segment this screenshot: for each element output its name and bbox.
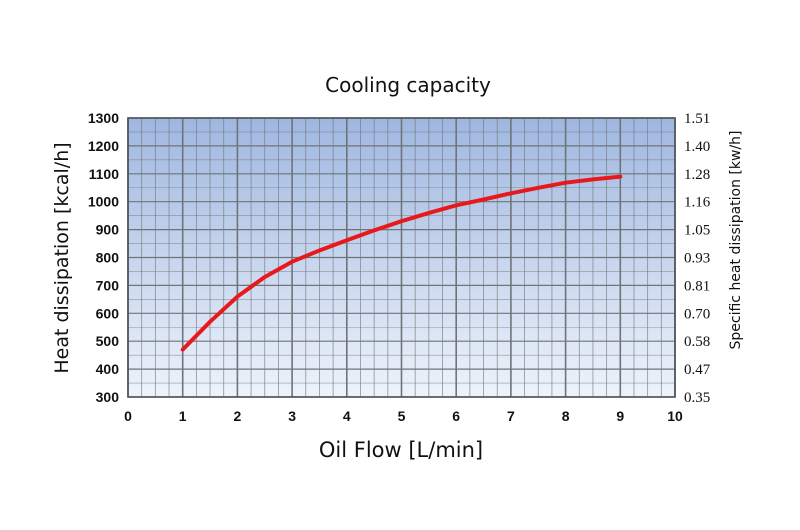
y-tick-label: 1300: [88, 110, 119, 126]
x-tick-label: 1: [179, 408, 187, 424]
x-tick-label: 9: [616, 408, 624, 424]
y-tick-label: 1100: [89, 166, 120, 182]
series-line: [180, 174, 623, 352]
y2-tick-label: 1.40: [684, 139, 710, 155]
y2-tick-label: 1.51: [684, 111, 710, 127]
y-tick-label: 400: [96, 361, 120, 377]
y-tick-label: 1000: [88, 194, 119, 210]
y2-tick-label: 1.16: [684, 195, 711, 211]
y2-tick-label: 1.28: [684, 167, 710, 183]
y-tick-label: 700: [96, 277, 120, 293]
y2-tick-label: 0.93: [684, 251, 710, 267]
y2-tick-label: 0.58: [684, 334, 710, 350]
y2-tick-label: 0.35: [684, 390, 710, 406]
chart-title: Cooling capacity: [325, 73, 491, 97]
x-tick-label: 8: [562, 408, 570, 424]
x-tick-label: 6: [452, 408, 460, 424]
y2-tick-label: 0.81: [684, 278, 710, 294]
y2-tick-label: 0.47: [684, 362, 711, 378]
x-tick-label: 2: [234, 408, 242, 424]
y-tick-label: 500: [96, 333, 120, 349]
tick-labels: 0 1 2 3 4 5 6 7 8 9 10 300 400 500 600 700 800 900 1000 110…: [88, 110, 711, 424]
series-layer: [180, 174, 623, 352]
y-axis-label: Heat dissipation [kcal/h]: [51, 142, 73, 373]
x-tick-label: 0: [124, 408, 132, 424]
y-tick-label: 900: [96, 222, 120, 238]
y-tick-label: 600: [96, 305, 120, 321]
y-tick-label: 300: [96, 389, 120, 405]
x-tick-label: 7: [507, 408, 515, 424]
x-tick-label: 3: [288, 408, 296, 424]
y2-axis-label: Specific heat dissipation [kw/h]: [728, 130, 744, 349]
grid-lines: [127, 117, 676, 398]
y-tick-label: 1200: [88, 138, 119, 154]
y2-tick-label: 0.70: [684, 306, 710, 322]
x-tick-label: 4: [343, 408, 351, 424]
y-tick-label: 800: [96, 250, 120, 266]
x-axis-label: Oil Flow [L/min]: [319, 438, 483, 462]
plot-border: [127, 117, 676, 398]
x-tick-label: 10: [667, 408, 683, 424]
y2-tick-label: 1.05: [684, 223, 710, 239]
x-tick-label: 5: [398, 408, 406, 424]
